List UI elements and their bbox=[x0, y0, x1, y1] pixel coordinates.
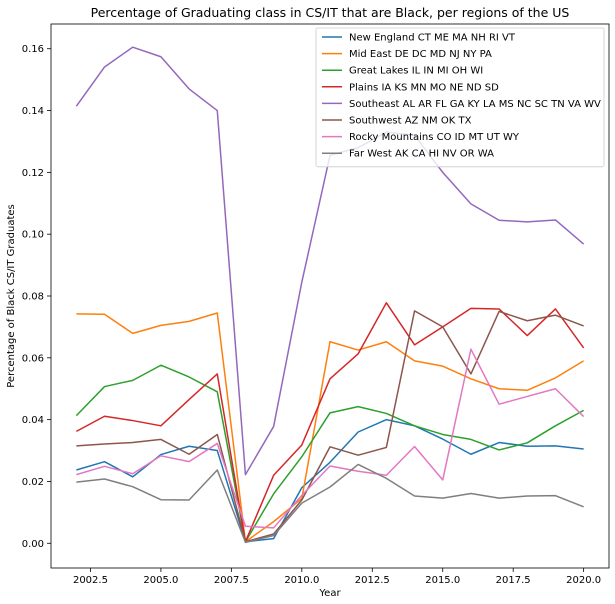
legend-entry: Great Lakes IL IN MI OH WI bbox=[349, 66, 483, 77]
legend-box bbox=[315, 27, 605, 168]
legend-entry: Plains IA KS MN MO NE ND SD bbox=[349, 82, 499, 93]
y-tick-label: 0.12 bbox=[22, 168, 44, 179]
x-axis-label: Year bbox=[318, 588, 341, 599]
series-line-7 bbox=[76, 463, 584, 544]
y-tick-label: 0.08 bbox=[22, 292, 44, 303]
x-tick-label: 2007.5 bbox=[214, 575, 249, 586]
legend-entry: Mid East DE DC MD NJ NY PA bbox=[349, 49, 492, 60]
x-tick-label: 2010.0 bbox=[284, 575, 319, 586]
x-axis: 2002.5 2005.0 2007.5 2010.0 2012.5 2015.0 2017… bbox=[73, 568, 601, 586]
x-tick-label: 2020.0 bbox=[566, 575, 601, 586]
legend-entry: New England CT ME MA NH RI VT bbox=[349, 33, 516, 44]
x-tick-label: 2017.5 bbox=[496, 575, 531, 586]
legend-entry: Far West AK CA HI NV OR WA bbox=[349, 149, 494, 160]
legend-entry: Rocky Mountains CO ID MT UT WY bbox=[349, 132, 520, 143]
series-line-1 bbox=[76, 312, 585, 543]
y-axis: 0.00 0.02 0.04 0.06 0.08 0.10 0.12 0.14 0.16 bbox=[22, 44, 51, 550]
series-line-0 bbox=[76, 418, 584, 543]
x-tick-label: 2002.5 bbox=[73, 575, 108, 586]
x-tick-label: 2012.5 bbox=[355, 575, 390, 586]
y-tick-label: 0.06 bbox=[22, 353, 44, 364]
y-tick-label: 0.10 bbox=[22, 230, 44, 241]
y-tick-label: 0.14 bbox=[22, 106, 44, 117]
y-tick-label: 0.16 bbox=[22, 44, 44, 55]
chart-title: Percentage of Graduating class in CS/IT … bbox=[91, 5, 570, 20]
legend-entry: Southeast AL AR FL GA KY LA MS NC SC TN … bbox=[349, 99, 601, 110]
y-axis-label: Percentage of Black CS/IT Graduates bbox=[6, 204, 17, 388]
y-tick-label: 0.02 bbox=[22, 477, 44, 488]
y-tick-label: 0.04 bbox=[22, 415, 44, 426]
legend: New England CT ME MA NH RI VT Mid East DE… bbox=[315, 27, 605, 168]
series-line-3 bbox=[76, 302, 585, 543]
series-line-6 bbox=[76, 348, 585, 529]
y-tick-label: 0.00 bbox=[22, 539, 44, 550]
legend-entry: Southwest AZ NM OK TX bbox=[349, 116, 472, 127]
x-tick-label: 2015.0 bbox=[425, 575, 460, 586]
x-tick-label: 2005.0 bbox=[143, 575, 178, 586]
series-line-2 bbox=[75, 364, 585, 543]
series-line-5 bbox=[76, 310, 584, 543]
